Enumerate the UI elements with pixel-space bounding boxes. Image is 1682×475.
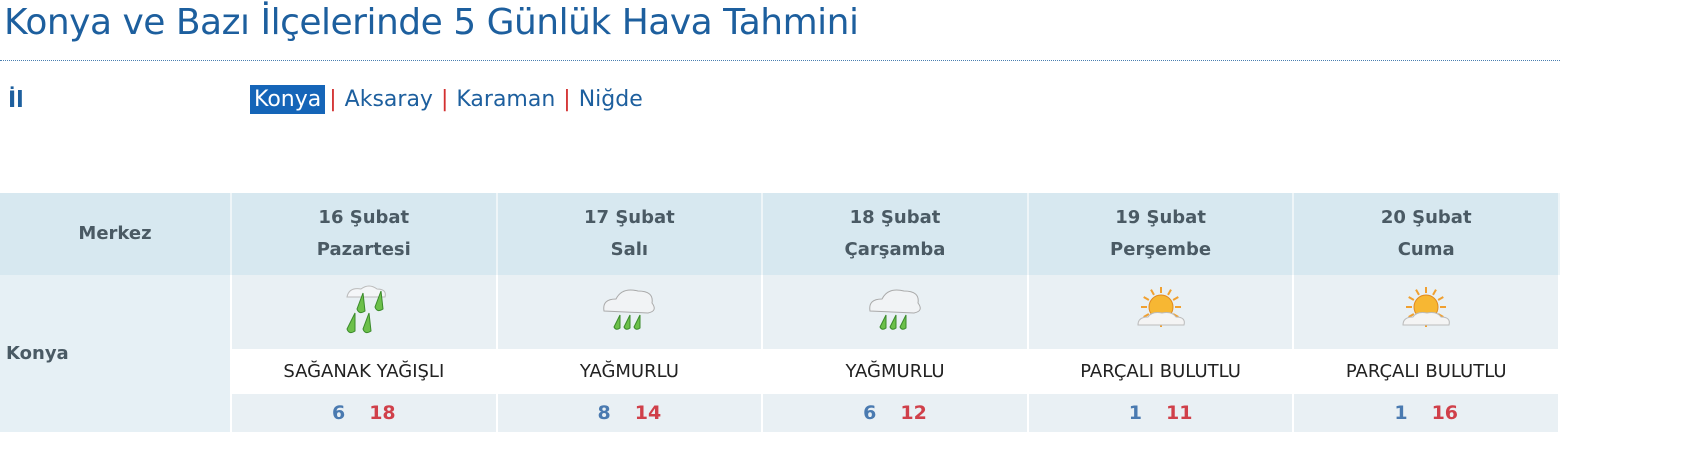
temperatures: 1 11 (1028, 394, 1293, 432)
day-header: 18 Şubat Çarşamba (762, 193, 1029, 275)
high-temp: 11 (1165, 402, 1193, 424)
day-date: 17 Şubat (584, 207, 675, 228)
low-temp: 1 (1394, 402, 1408, 424)
day-forecast: PARÇALI BULUTLU 1 16 (1293, 275, 1560, 432)
separator: | (563, 87, 571, 112)
day-date: 18 Şubat (849, 207, 941, 228)
province-link-karaman[interactable]: Karaman (456, 87, 556, 112)
day-forecast: SAĞANAK YAĞIŞLI 6 18 (231, 275, 498, 432)
province-link-konya[interactable]: Konya (250, 85, 326, 114)
rain-icon (497, 275, 762, 349)
day-header: 19 Şubat Perşembe (1027, 193, 1295, 275)
high-temp: 12 (900, 402, 927, 424)
day-forecast: YAĞMURLU 6 12 (762, 275, 1029, 432)
day-weekday: Salı (610, 239, 649, 260)
separator: | (440, 87, 449, 112)
forecast-table: Merkez 16 Şubat Pazartesi 17 Şubat Salı 18 Şu… (0, 193, 1560, 432)
low-temp: 8 (597, 402, 611, 424)
day-date: 20 Şubat (1380, 207, 1472, 228)
rain-icon (763, 275, 1027, 349)
high-temp: 16 (1431, 402, 1459, 424)
day-weekday: Perşembe (1110, 239, 1212, 260)
weather-description: YAĞMURLU (763, 349, 1027, 394)
day-forecast: PARÇALI BULUTLU 1 11 (1027, 275, 1295, 432)
weather-description: SAĞANAK YAĞIŞLI (232, 349, 496, 394)
high-temp: 18 (369, 402, 396, 424)
separator: | (329, 87, 337, 112)
heavy-rain-icon (232, 275, 496, 349)
temperatures: 6 18 (232, 394, 496, 432)
city-name: Konya (0, 275, 232, 432)
day-weekday: Pazartesi (316, 239, 411, 260)
province-link-aksaray[interactable]: Aksaray (344, 87, 433, 112)
partly-cloudy-icon (1294, 275, 1558, 349)
low-temp: 6 (331, 402, 346, 424)
day-date: 19 Şubat (1115, 207, 1206, 228)
province-label: İl (8, 88, 24, 113)
day-weekday: Cuma (1397, 239, 1455, 260)
day-date: 16 Şubat (318, 207, 410, 228)
province-links: Konya | Aksaray | Karaman | Niğde (250, 85, 647, 114)
high-temp: 14 (634, 402, 662, 424)
day-weekday: Çarşamba (844, 239, 946, 260)
corner-header: Merkez (0, 193, 232, 275)
temperatures: 8 14 (497, 394, 762, 432)
province-link-nigde[interactable]: Niğde (578, 87, 643, 112)
temperatures: 6 12 (763, 394, 1027, 432)
day-forecast: YAĞMURLU 8 14 (496, 275, 764, 432)
temperatures: 1 16 (1294, 394, 1558, 432)
day-header: 17 Şubat Salı (496, 193, 764, 275)
page-title: Konya ve Bazı İlçelerinde 5 Günlük Hava … (4, 2, 859, 43)
weather-description: PARÇALI BULUTLU (1028, 349, 1293, 394)
weather-description: PARÇALI BULUTLU (1294, 349, 1558, 394)
low-temp: 1 (1128, 402, 1142, 424)
low-temp: 6 (863, 402, 877, 424)
day-header: 20 Şubat Cuma (1293, 193, 1560, 275)
divider (0, 60, 1560, 61)
partly-cloudy-icon (1028, 275, 1293, 349)
day-header: 16 Şubat Pazartesi (231, 193, 498, 275)
weather-description: YAĞMURLU (497, 349, 762, 394)
